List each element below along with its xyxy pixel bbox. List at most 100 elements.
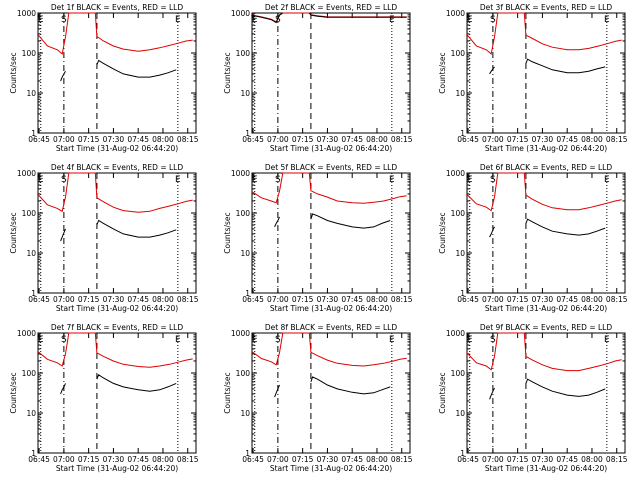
event-marker-label: E xyxy=(604,335,610,345)
y-tick-label: 1 xyxy=(460,129,465,138)
events-series-line-seg1 xyxy=(525,218,606,236)
plot-frame xyxy=(37,332,197,454)
y-tick-label: 1000 xyxy=(17,329,36,338)
x-tick-label: 07:00 xyxy=(53,295,75,304)
x-tick-label: 08:00 xyxy=(152,135,174,144)
event-marker-label: E xyxy=(38,335,44,345)
y-tick-label: 100 xyxy=(451,49,466,58)
lld-series-line-seg0 xyxy=(251,172,407,204)
x-tick-label: 07:45 xyxy=(127,295,149,304)
event-marker-label: E xyxy=(252,175,258,185)
event-marker-label: E xyxy=(38,175,44,185)
x-tick-label: 07:30 xyxy=(103,455,125,464)
x-tick-label: 07:30 xyxy=(532,295,554,304)
y-axis-label: Counts/sec xyxy=(438,52,447,93)
x-tick-label: 07:30 xyxy=(532,455,554,464)
event-marker-label: S xyxy=(275,175,281,185)
y-tick-label: 1 xyxy=(460,289,465,298)
event-marker-label: E xyxy=(38,15,44,25)
y-tick-label: 1000 xyxy=(17,9,36,18)
y-tick-label: 100 xyxy=(22,49,37,58)
x-tick-label: 07:15 xyxy=(78,295,100,304)
plot-frame xyxy=(37,12,197,134)
x-tick-label: 06:45 xyxy=(457,295,479,304)
detector-panel-2: Det 2f BLACK = Events, RED = LLD 1 10 100 10… xyxy=(223,3,413,153)
y-tick-label: 10 xyxy=(26,89,36,98)
y-axis-label: Counts/sec xyxy=(438,372,447,413)
x-tick-label: 06:45 xyxy=(28,135,50,144)
x-tick-label: 07:45 xyxy=(127,455,149,464)
plot-frame xyxy=(466,172,626,294)
x-tick-label: 07:15 xyxy=(507,135,529,144)
plot-frame xyxy=(251,332,411,454)
x-tick-label: 07:15 xyxy=(78,455,100,464)
x-tick-label: 07:00 xyxy=(267,455,289,464)
x-tick-label: 07:30 xyxy=(317,455,339,464)
events-series-line-seg1 xyxy=(308,12,407,18)
y-tick-label: 10 xyxy=(455,249,465,258)
y-tick-label: 10 xyxy=(26,409,36,418)
detector-panel-7: Det 7f BLACK = Events, RED = LLD 1 10 100 10… xyxy=(9,323,199,473)
x-tick-label: 08:15 xyxy=(606,295,628,304)
x-tick-label: 07:45 xyxy=(556,455,578,464)
events-series-line-seg0 xyxy=(274,384,280,398)
detector-panel-4: Det 4f BLACK = Events, RED = LLD 1 10 100 10… xyxy=(9,163,199,313)
y-tick-label: 10 xyxy=(240,409,250,418)
events-series-line-seg0 xyxy=(489,66,495,75)
events-series-line-seg0 xyxy=(489,387,495,400)
plot-frame xyxy=(251,12,411,134)
detector-panel-5: Det 5f BLACK = Events, RED = LLD 1 10 100 10… xyxy=(223,163,413,313)
x-tick-label: 06:45 xyxy=(457,135,479,144)
x-tick-label: 07:30 xyxy=(103,295,125,304)
events-series-line-seg0 xyxy=(60,383,66,395)
event-marker-label: S xyxy=(61,175,67,185)
event-marker-label: E xyxy=(467,15,473,25)
x-tick-label: 07:15 xyxy=(507,295,529,304)
y-tick-label: 1 xyxy=(245,129,250,138)
x-tick-label: 08:15 xyxy=(606,455,628,464)
x-axis-label: Start Time (31-Aug-02 06:44:20) xyxy=(485,464,607,473)
y-tick-label: 100 xyxy=(236,49,251,58)
x-tick-label: 07:00 xyxy=(267,135,289,144)
event-marker-label: E xyxy=(467,175,473,185)
x-tick-label: 07:45 xyxy=(341,135,363,144)
x-tick-label: 07:45 xyxy=(341,455,363,464)
x-axis-label: Start Time (31-Aug-02 06:44:20) xyxy=(270,464,392,473)
panel-title: Det 6f BLACK = Events, RED = LLD xyxy=(480,163,613,172)
x-tick-label: 07:00 xyxy=(53,135,75,144)
event-marker-label: S xyxy=(490,15,496,25)
x-tick-label: 08:15 xyxy=(391,295,413,304)
x-tick-label: 07:15 xyxy=(292,135,314,144)
y-axis-label: Counts/sec xyxy=(9,52,18,93)
y-tick-label: 1 xyxy=(31,449,36,458)
lld-series-line-seg0 xyxy=(251,332,407,367)
lld-series-line-seg0 xyxy=(37,332,193,368)
lld-series-line-seg0 xyxy=(466,172,622,212)
x-tick-label: 07:45 xyxy=(556,295,578,304)
y-axis-label: Counts/sec xyxy=(223,212,232,253)
panel-title: Det 8f BLACK = Events, RED = LLD xyxy=(265,323,398,332)
plot-frame xyxy=(251,172,411,294)
event-marker-label: E xyxy=(252,15,258,25)
event-marker-label: E xyxy=(252,335,258,345)
panel-title: Det 7f BLACK = Events, RED = LLD xyxy=(51,323,184,332)
panel-title: Det 4f BLACK = Events, RED = LLD xyxy=(51,163,184,172)
x-tick-label: 07:15 xyxy=(78,135,100,144)
events-series-line-seg1 xyxy=(310,213,391,229)
panel-title: Det 2f BLACK = Events, RED = LLD xyxy=(265,3,398,12)
events-series-line-seg0 xyxy=(60,228,66,242)
plot-frame xyxy=(466,12,626,134)
x-tick-label: 07:00 xyxy=(482,135,504,144)
y-tick-label: 1000 xyxy=(231,169,250,178)
y-axis-label: Counts/sec xyxy=(438,212,447,253)
x-tick-label: 07:00 xyxy=(267,295,289,304)
y-tick-label: 100 xyxy=(236,369,251,378)
events-series-line-seg0 xyxy=(60,70,66,82)
events-series-line-seg1 xyxy=(525,378,606,397)
event-marker-label: E xyxy=(175,335,181,345)
events-series-line-seg1 xyxy=(96,219,177,238)
x-tick-label: 07:45 xyxy=(127,135,149,144)
x-tick-label: 08:15 xyxy=(177,455,199,464)
